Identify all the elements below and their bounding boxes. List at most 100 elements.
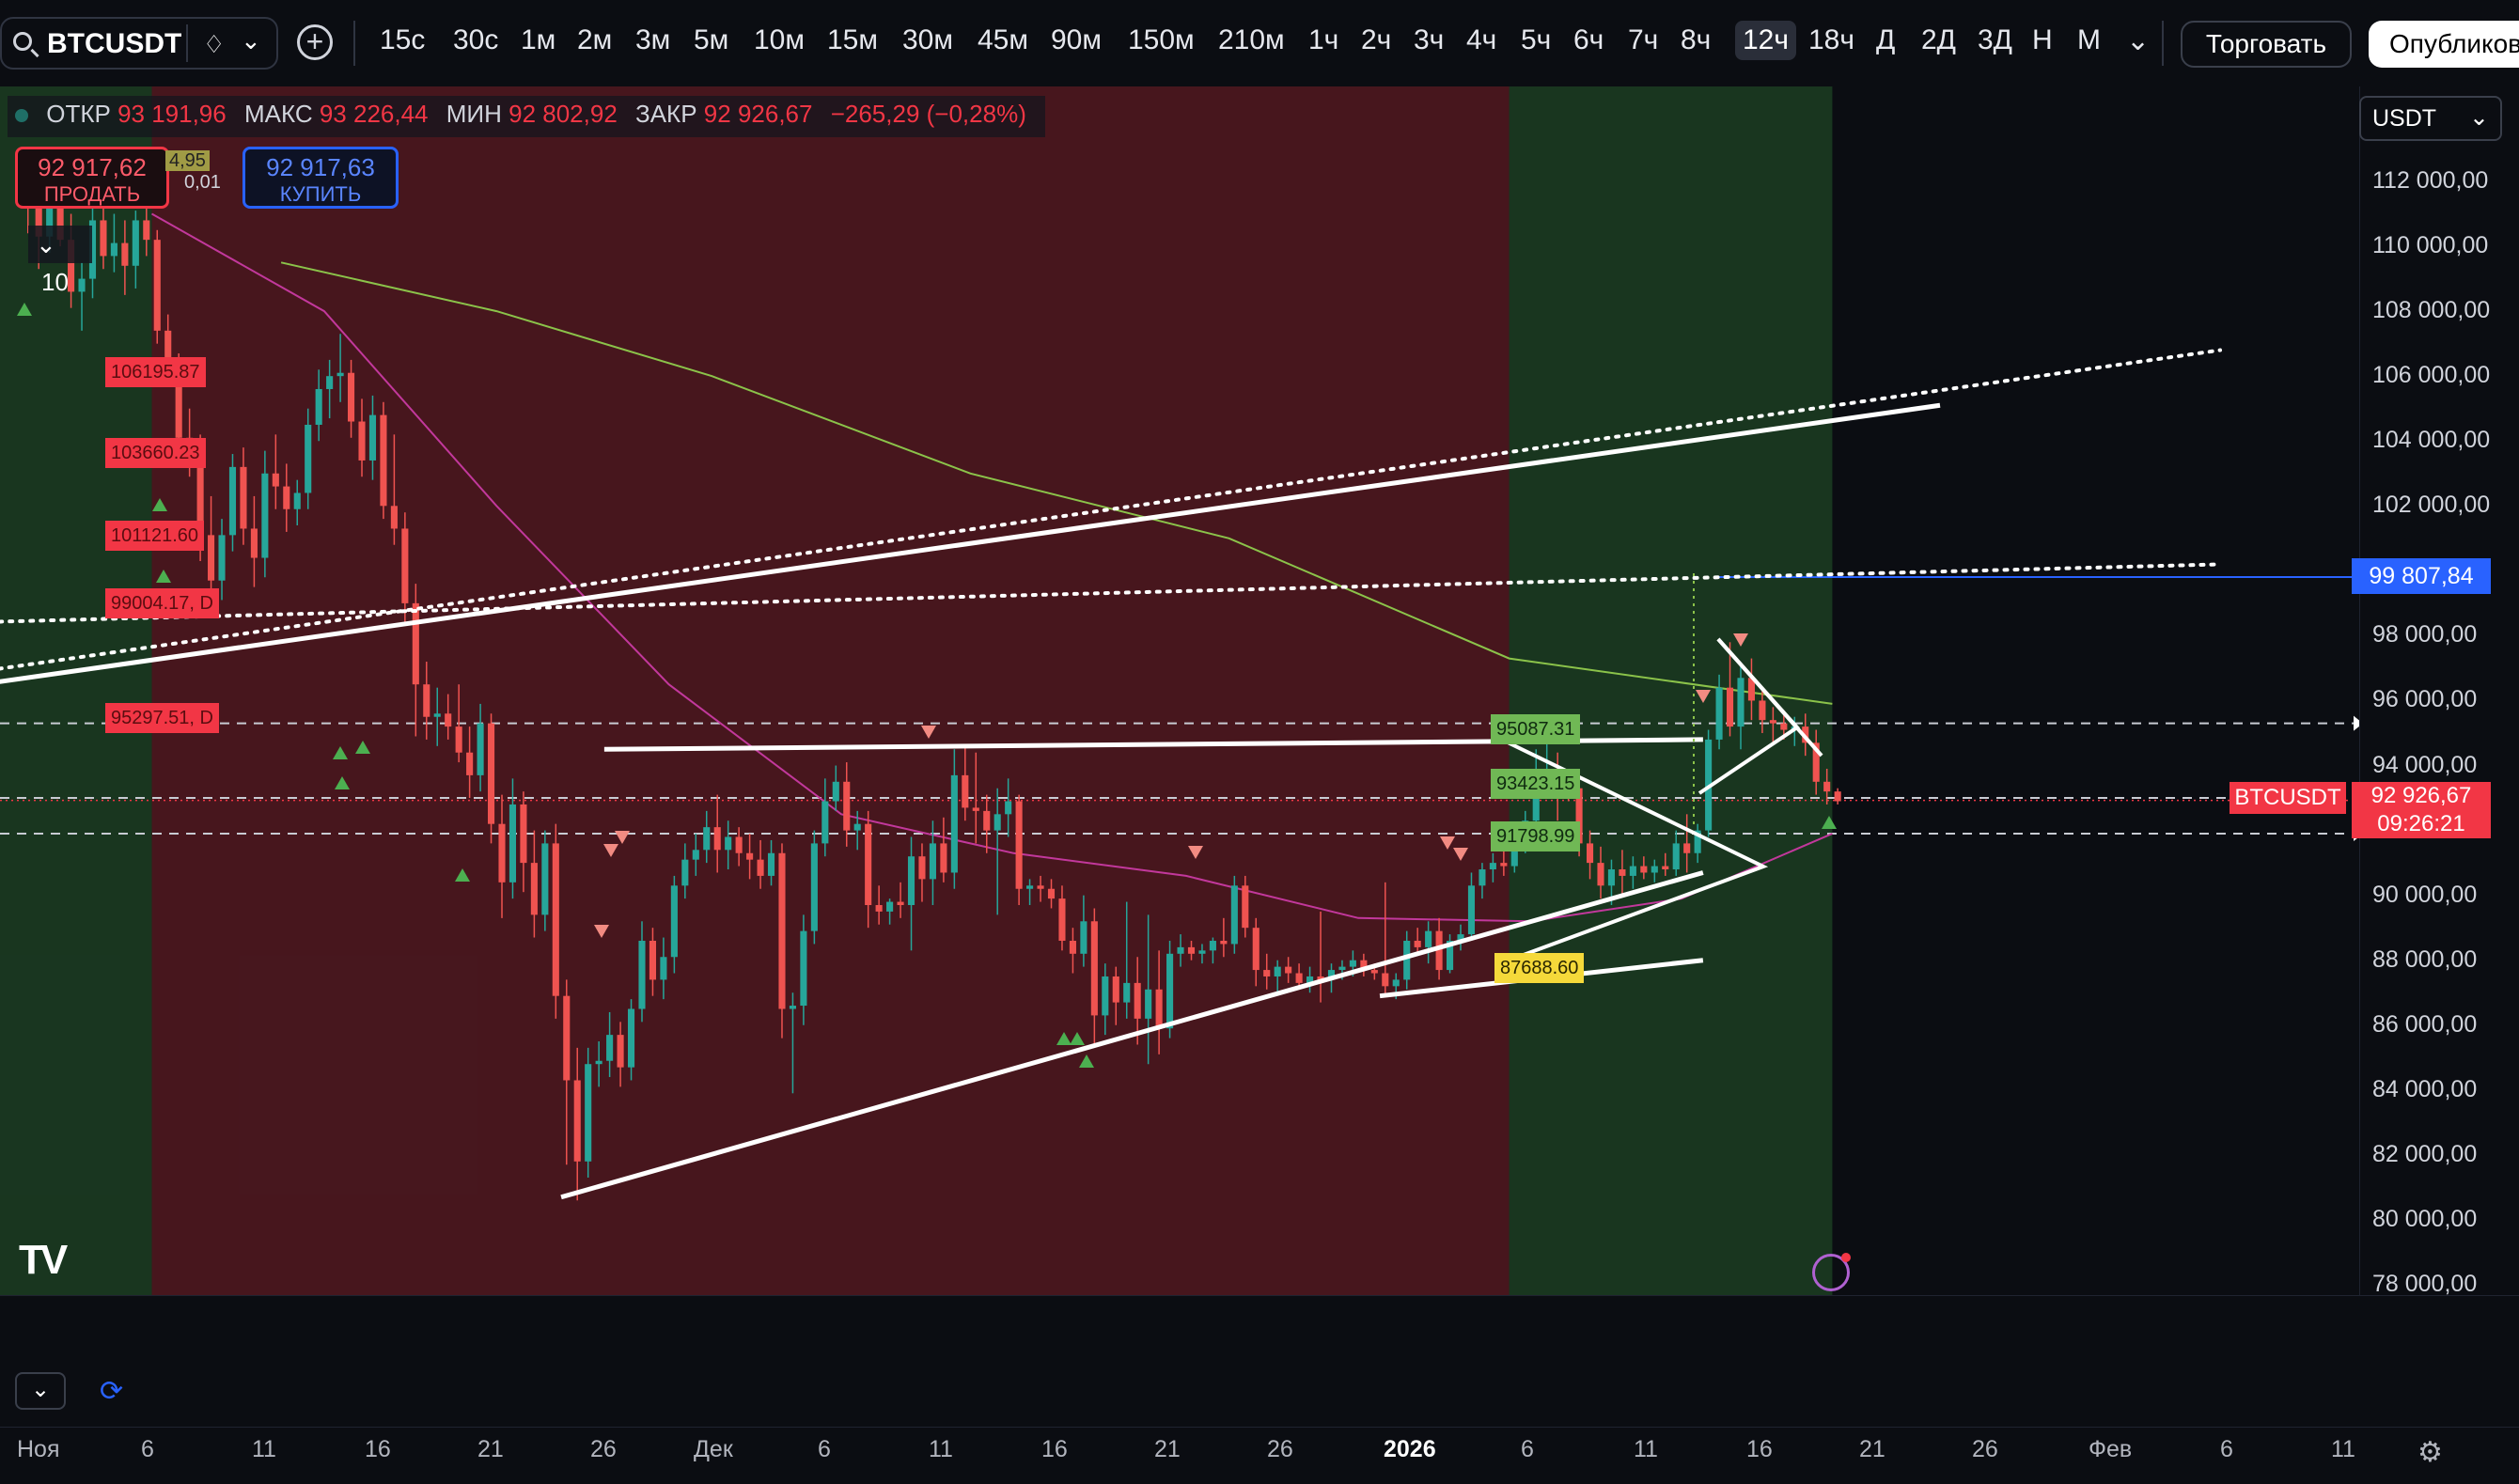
- interval-10м[interactable]: 10м: [754, 24, 805, 55]
- interval-90м[interactable]: 90м: [1051, 24, 1102, 55]
- candle-body: [1651, 866, 1658, 873]
- interval-2Д[interactable]: 2Д: [1921, 24, 1957, 55]
- candle-body: [897, 901, 904, 906]
- trendline: [560, 870, 1704, 1200]
- price-axis[interactable]: [2359, 86, 2519, 1295]
- candle-body: [1382, 973, 1389, 987]
- candle-body: [164, 330, 172, 370]
- indicator-count: 10: [41, 268, 69, 296]
- chart-canvas[interactable]: [0, 86, 2359, 1295]
- interval-7ч[interactable]: 7ч: [1628, 24, 1659, 55]
- interval-Н[interactable]: Н: [2032, 24, 2053, 55]
- candle-body: [1759, 700, 1766, 721]
- interval-3м[interactable]: 3м: [635, 24, 671, 55]
- interval-210м[interactable]: 210м: [1218, 24, 1285, 55]
- interval-1ч[interactable]: 1ч: [1308, 24, 1339, 55]
- sell-signal-icon: [603, 844, 618, 857]
- candle-body: [143, 220, 150, 241]
- chart-pane[interactable]: [0, 86, 2359, 1295]
- trade-button[interactable]: Торговать: [2181, 21, 2352, 68]
- gear-icon[interactable]: ⚙: [2417, 1437, 2443, 1468]
- chevron-down-icon[interactable]: ⌄: [241, 26, 261, 55]
- candle-body: [1338, 966, 1346, 971]
- candle-body: [336, 372, 344, 377]
- lightning-icon[interactable]: [1812, 1253, 1851, 1291]
- low-value: 92 802,92: [508, 100, 618, 128]
- interval-1м[interactable]: 1м: [521, 24, 556, 55]
- interval-2м[interactable]: 2м: [577, 24, 613, 55]
- candle-body: [1619, 869, 1626, 876]
- candle-body: [1403, 940, 1411, 980]
- time-tick-label: 16: [1041, 1436, 1068, 1462]
- time-axis[interactable]: [0, 1427, 2519, 1484]
- candle-body: [638, 940, 646, 1009]
- gem-icon[interactable]: ♢: [203, 30, 226, 58]
- interval-8ч[interactable]: 8ч: [1681, 24, 1712, 55]
- interval-4ч[interactable]: 4ч: [1466, 24, 1497, 55]
- candle-body: [1715, 687, 1723, 740]
- level-label-green: 93423.15: [1491, 769, 1581, 799]
- candle-body: [1510, 839, 1518, 867]
- buy-button[interactable]: 92 917,63 КУПИТЬ: [243, 147, 399, 209]
- interval-3ч[interactable]: 3ч: [1414, 24, 1445, 55]
- candle-body: [972, 807, 979, 811]
- candle-body: [1005, 801, 1012, 815]
- candle-body: [725, 836, 732, 851]
- interval-45м[interactable]: 45м: [978, 24, 1028, 55]
- candle-body: [250, 528, 258, 558]
- candle-body: [1467, 885, 1476, 935]
- candle-body: [617, 1035, 624, 1068]
- level-label-yellow: 87688.60: [1494, 953, 1585, 983]
- publish-button[interactable]: Опубликовать: [2369, 21, 2519, 68]
- interval-2ч[interactable]: 2ч: [1361, 24, 1392, 55]
- tradingview-logo[interactable]: TV: [19, 1237, 68, 1283]
- interval-5м[interactable]: 5м: [694, 24, 729, 55]
- candle-body: [530, 863, 538, 915]
- sell-signal-icon: [594, 925, 609, 938]
- candle-body: [778, 852, 786, 1009]
- interval-3Д[interactable]: 3Д: [1978, 24, 2013, 55]
- candle-body: [228, 466, 237, 536]
- sync-icon[interactable]: ⟳: [100, 1376, 124, 1407]
- candle-body: [595, 1060, 602, 1065]
- ohlc-legend: ОТКР 93 191,96 МАКС 93 226,44 МИН 92 802…: [8, 96, 1045, 137]
- collapse-panel-button[interactable]: ⌄: [15, 1372, 66, 1410]
- interval-30с[interactable]: 30с: [453, 24, 499, 55]
- change-value: −265,29 (−0,28%): [830, 100, 1026, 128]
- candle-body: [843, 781, 851, 831]
- interval-5ч[interactable]: 5ч: [1521, 24, 1552, 55]
- candle-body: [35, 200, 42, 237]
- candle-body: [487, 723, 495, 824]
- candle-body: [196, 460, 204, 536]
- compare-add-button[interactable]: +: [297, 24, 333, 60]
- candle-body: [1058, 898, 1066, 941]
- time-tick-label: 16: [365, 1436, 391, 1462]
- currency-select[interactable]: USDT ⌄: [2359, 96, 2502, 141]
- sell-button[interactable]: 92 917,62 ПРОДАТЬ: [15, 147, 169, 209]
- interval-30м[interactable]: 30м: [902, 24, 953, 55]
- time-tick-label: 16: [1746, 1436, 1773, 1462]
- indicators-toggle[interactable]: ⌄ 10: [28, 226, 92, 296]
- divider: [2162, 21, 2164, 66]
- symbol-search[interactable]: BTCUSDT ♢ ⌄: [0, 17, 278, 70]
- candle-body: [1575, 788, 1583, 844]
- alert-price-tag[interactable]: 99 807,84: [2352, 558, 2491, 594]
- interval-6ч[interactable]: 6ч: [1573, 24, 1604, 55]
- interval-Д[interactable]: Д: [1876, 24, 1896, 55]
- interval-М[interactable]: М: [2077, 24, 2101, 55]
- price-tick-label: 90 000,00: [2372, 881, 2478, 908]
- candle-body: [508, 804, 517, 883]
- candle-body: [1747, 678, 1756, 701]
- trendline: [0, 402, 1941, 684]
- interval-150м[interactable]: 150м: [1128, 24, 1195, 55]
- more-intervals-chevron-icon[interactable]: ⌄: [2126, 25, 2151, 56]
- interval-12ч[interactable]: 12ч: [1735, 21, 1796, 60]
- candle-body: [757, 859, 764, 876]
- candle-body: [1457, 934, 1464, 941]
- candle-body: [1285, 966, 1292, 974]
- interval-15м[interactable]: 15м: [827, 24, 878, 55]
- candle-body: [853, 823, 861, 831]
- price-tick-label: 108 000,00: [2372, 297, 2491, 324]
- interval-18ч[interactable]: 18ч: [1808, 24, 1854, 55]
- interval-15с[interactable]: 15с: [380, 24, 426, 55]
